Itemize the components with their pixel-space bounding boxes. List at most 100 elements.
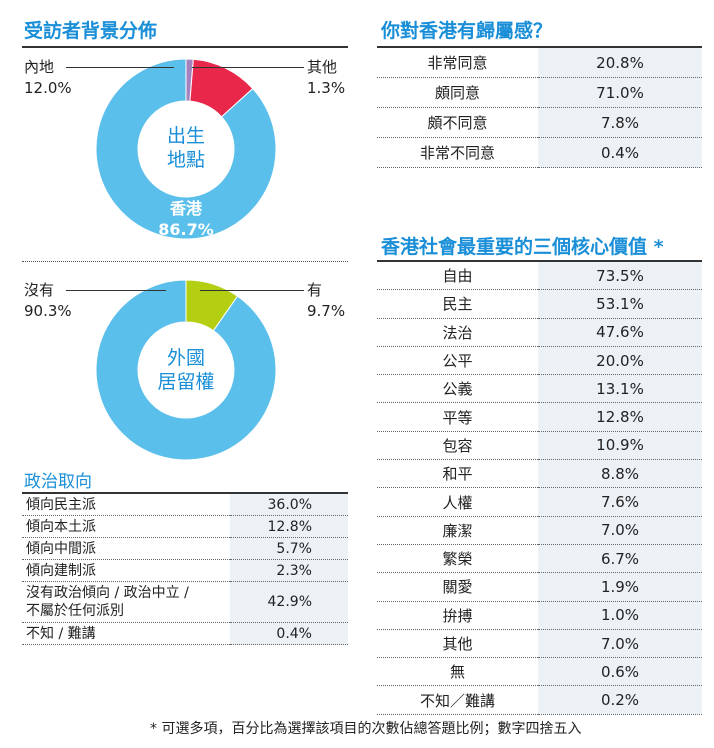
belonging-section-title: 你對香港有歸屬感？ — [381, 20, 553, 42]
row-value: 73.5% — [538, 262, 702, 290]
row-value: 0.4% — [538, 137, 702, 168]
row-value: 2.3% — [230, 559, 348, 582]
row-label: 沒有政治傾向 / 政治中立 / 不屬於任何派別 — [22, 582, 230, 623]
row-label: 非常不同意 — [419, 144, 495, 162]
mainland-name: 內地 — [24, 58, 55, 76]
belonging-table: 非常同意 20.8% 頗同意 71.0% 頗不同意 7.8% 非常不同意 0.4% — [377, 48, 702, 168]
row-value: 53.1% — [538, 289, 702, 319]
yes-name: 有 — [307, 281, 323, 299]
mainland-leader-line — [66, 67, 174, 68]
table-row: 法治 47.6% — [377, 318, 702, 347]
row-label: 頗同意 — [434, 84, 480, 102]
table-row: 繁榮 6.7% — [377, 544, 702, 573]
row-value: 12.8% — [538, 402, 702, 432]
row-label: 民主 — [442, 295, 473, 314]
table-row: 傾向中間派 5.7% — [22, 537, 348, 560]
table-row: 頗同意 71.0% — [377, 77, 702, 108]
row-label: 其他 — [442, 635, 473, 653]
row-label: 包容 — [442, 436, 473, 455]
row-value: 1.9% — [538, 572, 702, 602]
row-label-line-1: 沒有政治傾向 / 政治中立 / — [26, 585, 189, 601]
table-row: 不知 / 難講 0.4% — [22, 622, 348, 645]
table-row: 民主 53.1% — [377, 289, 702, 319]
title-rule — [22, 492, 348, 494]
birthplace-slice-0 — [95, 58, 277, 240]
title-rule — [377, 46, 702, 48]
row-value: 47.6% — [538, 318, 702, 347]
center-label-line-2: 居留權 — [157, 371, 215, 393]
table-row: 廉潔 7.0% — [377, 516, 702, 545]
row-value: 20.0% — [538, 346, 702, 375]
row-label: 公義 — [442, 380, 473, 399]
yes-value: 9.7% — [307, 302, 346, 320]
row-value: 42.9% — [230, 581, 348, 623]
table-row: 非常同意 20.8% — [377, 48, 702, 78]
donut-center-label: 外國 居留權 — [146, 346, 226, 394]
mainland-value: 12.0% — [24, 79, 72, 97]
table-row: 不知／難講 0.2% — [377, 685, 702, 715]
title-rule — [22, 46, 348, 48]
row-label-line-2: 不屬於任何派別 — [26, 603, 124, 619]
no-name: 沒有 — [24, 281, 55, 299]
table-row: 拚搏 1.0% — [377, 601, 702, 630]
row-label: 傾向建制派 — [26, 562, 96, 579]
hk-name: 香港 — [169, 199, 202, 218]
row-value: 5.7% — [230, 537, 348, 560]
row-label: 法治 — [442, 323, 473, 342]
row-value: 7.6% — [538, 487, 702, 517]
row-value: 0.6% — [538, 657, 702, 686]
row-label: 頗不同意 — [427, 114, 488, 132]
title-rule — [377, 260, 702, 262]
residency-slice-0 — [95, 279, 277, 461]
birthplace-donut-chart — [95, 58, 277, 240]
row-value: 20.8% — [538, 48, 702, 78]
table-row: 自由 73.5% — [377, 262, 702, 290]
table-row: 沒有政治傾向 / 政治中立 / 不屬於任何派別 42.9% — [22, 581, 348, 623]
row-label: 不知／難講 — [419, 691, 495, 710]
table-row: 和平 8.8% — [377, 459, 702, 488]
birthplace-section-title: 受訪者背景分佈 — [24, 20, 158, 42]
table-row: 頗不同意 7.8% — [377, 107, 702, 138]
center-label-line-2: 地點 — [166, 149, 205, 171]
row-label: 和平 — [442, 465, 473, 484]
table-row: 傾向本土派 12.8% — [22, 515, 348, 538]
yes-leader-line — [200, 290, 304, 291]
row-label: 無 — [449, 663, 465, 682]
other-value: 1.3% — [307, 79, 346, 97]
table-row: 公平 20.0% — [377, 346, 702, 375]
row-value: 36.0% — [230, 494, 348, 516]
row-value: 7.0% — [538, 516, 702, 545]
row-value: 8.8% — [538, 459, 702, 488]
row-label: 非常同意 — [427, 54, 488, 72]
row-value: 0.2% — [538, 685, 702, 715]
table-row: 無 0.6% — [377, 657, 702, 686]
row-value: 71.0% — [538, 77, 702, 108]
table-row: 公義 13.1% — [377, 374, 702, 403]
row-label: 拚搏 — [442, 606, 473, 625]
row-value: 12.8% — [230, 515, 348, 538]
row-value: 7.8% — [538, 107, 702, 138]
row-value: 10.9% — [538, 431, 702, 460]
row-label: 平等 — [442, 408, 473, 427]
table-row: 傾向建制派 2.3% — [22, 559, 348, 582]
center-label-line-1: 出生 — [166, 125, 205, 147]
row-label: 自由 — [442, 267, 473, 286]
table-row: 傾向民主派 36.0% — [22, 494, 348, 516]
row-label: 傾向民主派 — [26, 496, 96, 513]
row-label: 廉潔 — [442, 521, 473, 540]
values-table: 自由 73.5% 民主 53.1% 法治 47.6% 公平 20.0% 公義 13.1% 平等 12.… — [377, 262, 702, 715]
no-value: 90.3% — [24, 302, 72, 320]
table-row: 包容 10.9% — [377, 431, 702, 460]
row-label: 關愛 — [442, 578, 473, 597]
row-label: 人權 — [442, 493, 473, 512]
divider — [22, 261, 348, 262]
row-label: 繁榮 — [442, 550, 473, 569]
values-section-title: 香港社會最重要的三個核心價值 * — [381, 236, 664, 258]
table-row: 人權 7.6% — [377, 487, 702, 517]
row-label: 傾向本土派 — [26, 518, 96, 535]
row-label: 傾向中間派 — [26, 540, 96, 557]
table-row: 其他 7.0% — [377, 629, 702, 658]
table-row: 平等 12.8% — [377, 402, 702, 432]
donut-center-label: 出生 地點 — [150, 124, 222, 172]
row-value: 7.0% — [538, 629, 702, 658]
